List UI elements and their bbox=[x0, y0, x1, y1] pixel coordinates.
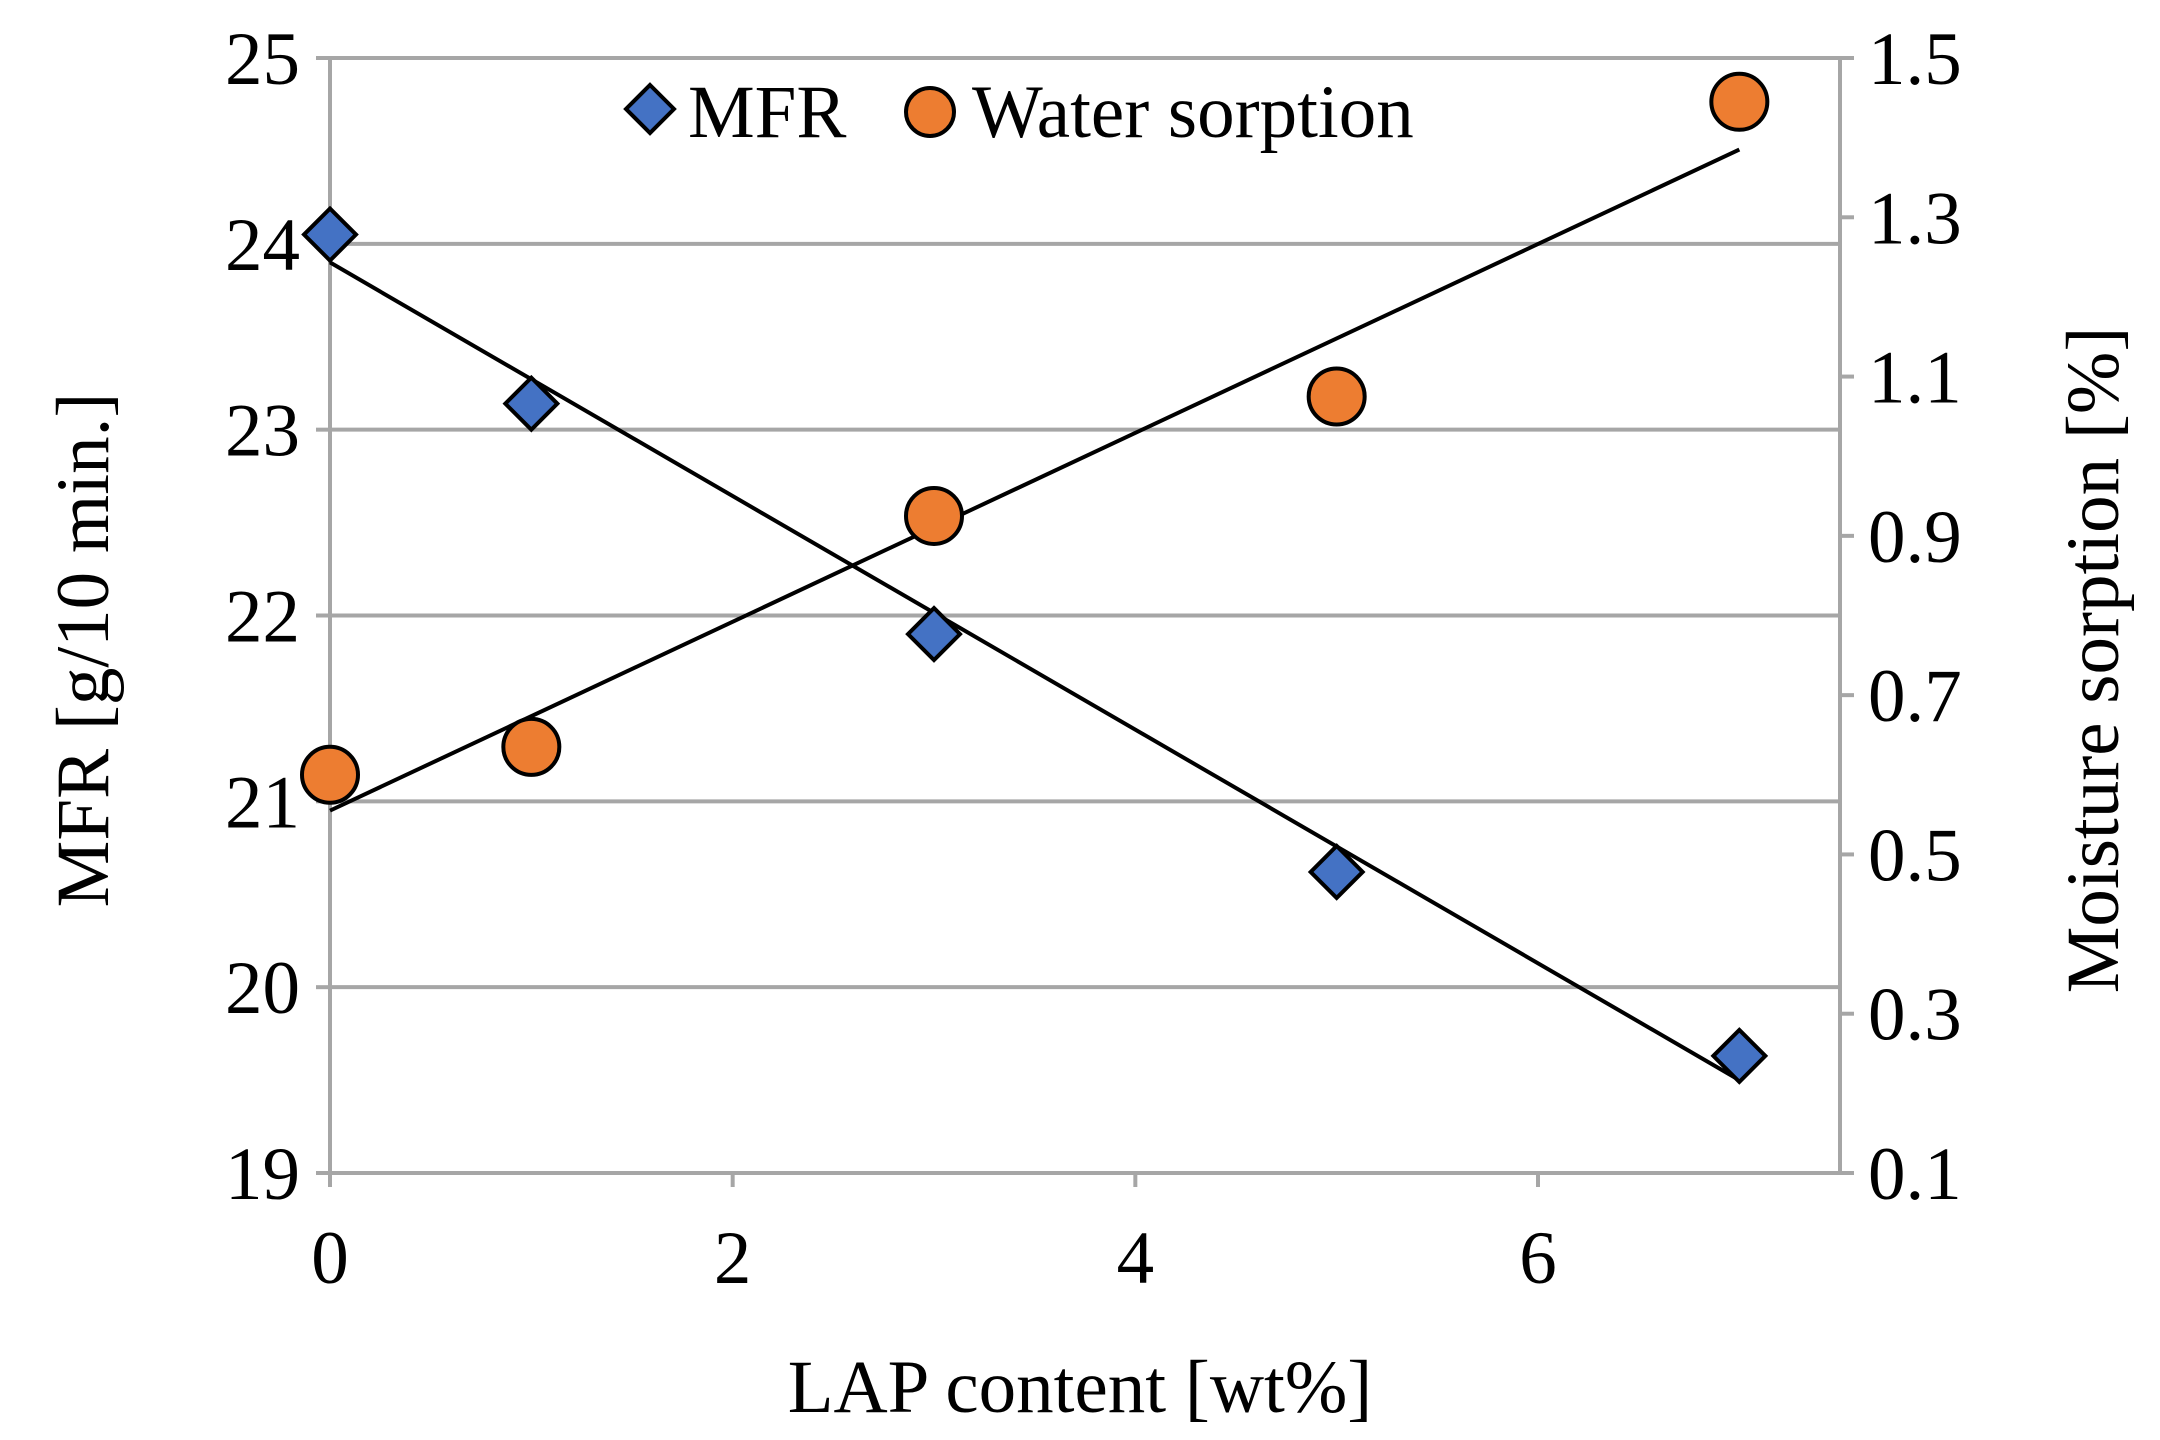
axes bbox=[316, 56, 1854, 1187]
gridlines bbox=[330, 56, 1840, 990]
legend-water-sorption-marker-icon bbox=[904, 86, 956, 138]
data-point-mfr bbox=[905, 605, 963, 663]
y-right-tick-label: 1.1 bbox=[1868, 337, 1962, 420]
y-right-tick-label: 0.5 bbox=[1868, 814, 1962, 897]
y-right-tick-label: 0.7 bbox=[1868, 655, 1962, 738]
x-axis-title: LAP content [wt%] bbox=[788, 1346, 1373, 1429]
y-left-tick-label: 20 bbox=[225, 947, 300, 1030]
legend-water-sorption-label: Water sorption bbox=[972, 71, 1414, 154]
x-tick-label: 0 bbox=[311, 1217, 349, 1300]
y-right-tick-label: 0.9 bbox=[1868, 496, 1962, 579]
trendline-water-sorption bbox=[329, 147, 1741, 813]
data-markers bbox=[300, 71, 1770, 1085]
data-point-water-sorption bbox=[1306, 366, 1367, 427]
data-point-mfr bbox=[1307, 843, 1366, 901]
y-right-tick-label: 0.1 bbox=[1868, 1133, 1962, 1216]
legend-mfr-marker-icon bbox=[623, 82, 677, 136]
y-right-tick-label: 0.3 bbox=[1868, 974, 1962, 1057]
data-point-mfr bbox=[301, 205, 359, 264]
y-right-tick-label: 1.3 bbox=[1868, 177, 1962, 260]
x-tick-label: 6 bbox=[1519, 1217, 1557, 1300]
trendlines bbox=[328, 147, 1741, 1082]
data-point-water-sorption bbox=[300, 744, 360, 805]
data-point-mfr bbox=[1710, 1027, 1769, 1085]
y-left-tick-label: 22 bbox=[225, 576, 300, 659]
data-point-water-sorption bbox=[904, 485, 964, 546]
x-tick-label: 2 bbox=[714, 1217, 752, 1300]
data-point-water-sorption bbox=[501, 716, 562, 777]
trendline-mfr bbox=[328, 260, 1741, 1082]
data-point-water-sorption bbox=[1709, 71, 1770, 132]
y-left-tick-label: 23 bbox=[225, 390, 300, 473]
data-point-mfr bbox=[502, 374, 561, 433]
y-left-tick-label: 19 bbox=[225, 1133, 300, 1216]
y-left-tick-label: 25 bbox=[225, 18, 300, 101]
y-left-tick-label: 24 bbox=[225, 204, 300, 287]
legend: MFR Water sorption bbox=[623, 71, 1414, 154]
legend-mfr-label: MFR bbox=[688, 71, 846, 154]
y-left-axis-title: MFR [g/10 min.] bbox=[42, 393, 125, 908]
y-right-axis-title: Moisture sorption [%] bbox=[2052, 327, 2135, 994]
x-tick-label: 4 bbox=[1117, 1217, 1155, 1300]
y-left-tick-label: 21 bbox=[225, 761, 300, 844]
y-right-tick-label: 1.5 bbox=[1868, 18, 1962, 101]
